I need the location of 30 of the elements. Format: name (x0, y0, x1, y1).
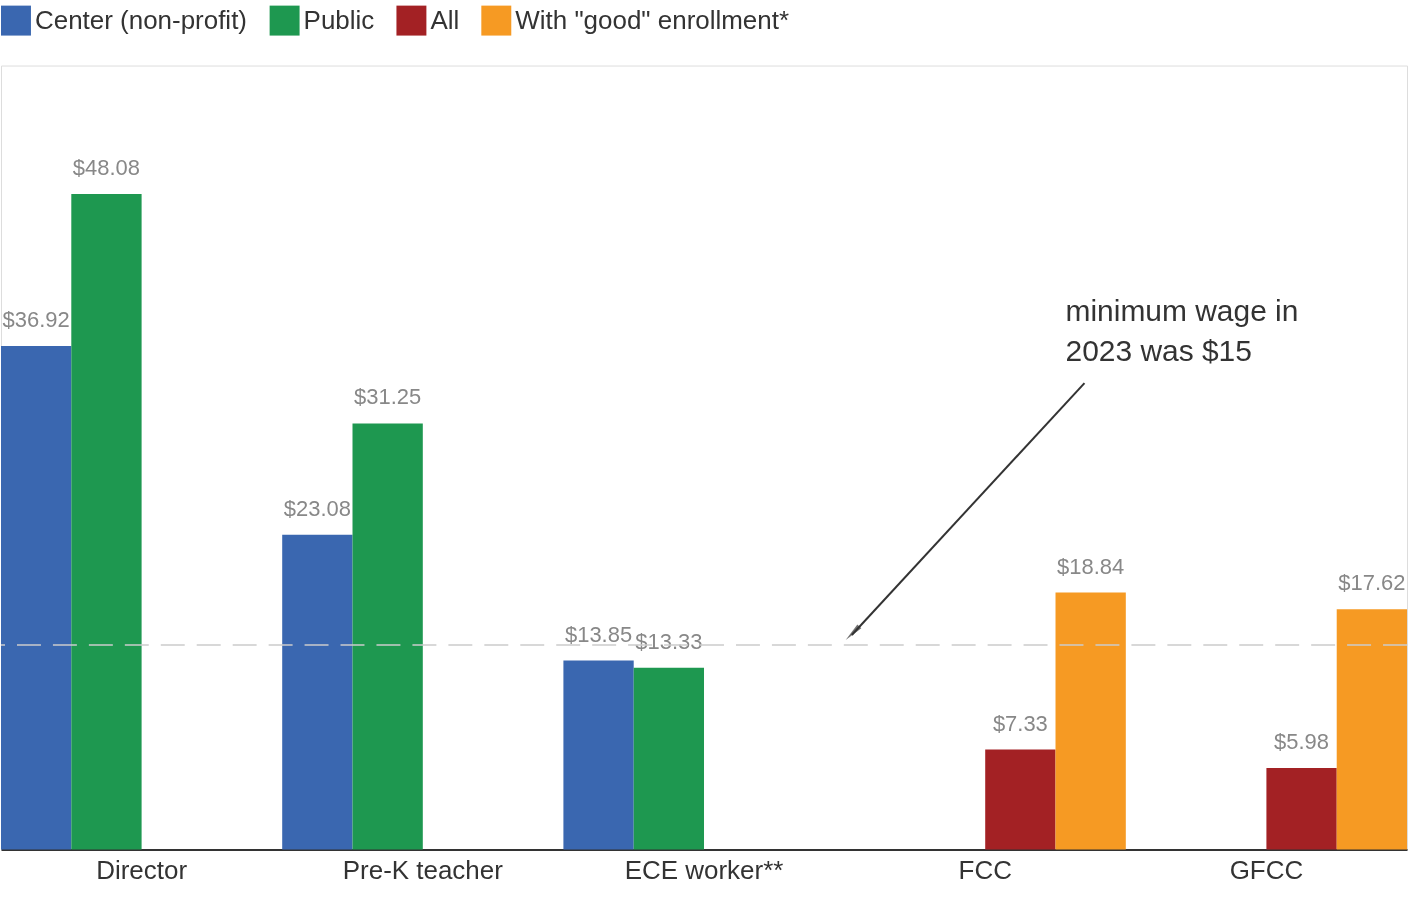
annotation: minimum wage in 2023 was $15 (1065, 294, 1299, 368)
data-label: $13.33 (635, 628, 703, 654)
bar (985, 749, 1056, 850)
legend-label: With "good" enrollment* (515, 4, 790, 35)
data-label: $31.25 (354, 384, 422, 410)
data-label: $13.85 (564, 621, 633, 647)
bar (1336, 609, 1408, 850)
data-label: $17.62 (1338, 570, 1406, 596)
data-label: $18.84 (1057, 553, 1125, 579)
bar (1055, 592, 1126, 850)
legend-label: Center (non-profit) (34, 4, 247, 35)
legend-label: Public (303, 4, 375, 35)
x-tick-label: Director (96, 854, 188, 885)
data-label: $5.98 (1274, 728, 1330, 754)
data-label: $7.33 (992, 710, 1048, 736)
bar (563, 660, 634, 850)
data-label: $48.08 (72, 154, 141, 180)
bar (1266, 767, 1337, 850)
x-tick-label: FCC (958, 854, 1012, 885)
bar (71, 193, 142, 850)
x-tick-label: ECE worker** (624, 854, 784, 885)
data-label: $36.92 (2, 307, 70, 333)
bar (1, 346, 72, 850)
bar (352, 423, 423, 850)
x-tick-label: GFCC (1229, 854, 1304, 885)
legend-label: All (430, 4, 460, 35)
x-tick-label: Pre-K teacher (342, 854, 504, 885)
bar (282, 534, 353, 850)
bar (633, 667, 705, 850)
data-label: $23.08 (283, 495, 351, 521)
